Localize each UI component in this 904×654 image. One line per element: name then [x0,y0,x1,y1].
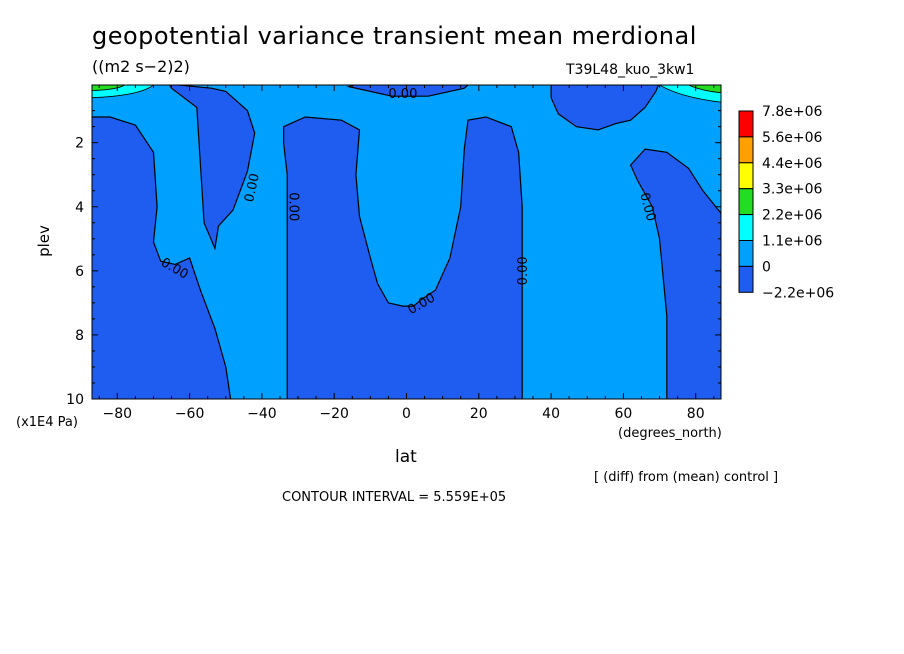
contour-interval: CONTOUR INTERVAL = 5.559E+05 [282,490,507,505]
y-tick-label: 6 [75,264,84,280]
colorbar-swatch [738,188,754,216]
x-tick-label: 20 [470,406,488,422]
colorbar-label: 7.8e+06 [762,104,823,120]
contour-label: 0.00 [285,192,300,221]
contour-label: 0.00 [388,87,417,102]
x-tick-label: 40 [542,406,560,422]
chart-title: geopotential variance transient mean mer… [92,22,697,50]
colorbar-label: 2.2e+06 [762,208,823,224]
contour-fill-group: 0.000.000.000.000.000.000.00 [92,85,721,399]
y-tick-label: 10 [66,392,84,408]
y-tick-label: 4 [75,200,84,216]
contour-label: 0.00 [242,172,263,203]
colorbar-swatch [738,265,754,293]
y-tick-label: 8 [75,328,84,344]
y-tick-label: 2 [75,136,84,152]
contour-label: 0.00 [636,191,658,223]
negative-region-sh-mid [169,85,256,251]
colorbar-swatch [738,136,754,164]
chart-units: ((m2 s−2)2) [92,57,190,76]
x-tick-label: 60 [614,406,632,422]
colorbar-swatch [738,240,754,267]
colorbar-label: 5.6e+06 [762,130,823,146]
y-axis-unit: (x1E4 Pa) [16,415,78,430]
colorbar-swatch [738,214,754,242]
colorbar-label: −2.2e+06 [762,285,834,301]
x-tick-label: 80 [687,406,705,422]
x-tick-label: −20 [319,406,349,422]
negative-region-top-equator [346,85,469,97]
x-tick-label: −60 [175,406,205,422]
colorbar-label: 4.4e+06 [762,156,823,172]
colorbar-swatch [738,162,754,190]
contour-label: 0.00 [516,256,531,285]
negative-region-nh-upper [550,85,659,131]
diff-note: [ (diff) from (mean) control ] [594,470,779,485]
x-tick-label: −80 [103,406,133,422]
x-tick-label: 0 [402,406,411,422]
colorbar-label: 1.1e+06 [762,234,823,250]
negative-region-sh-polar [92,116,232,399]
x-axis-label: lat [395,447,417,467]
colorbar-label: 3.3e+06 [762,182,823,198]
negative-region-subtropics [283,116,523,399]
x-axis-unit: (degrees_north) [618,426,722,441]
run-id: T39L48_kuo_3kw1 [566,62,695,78]
x-tick-label: −40 [247,406,277,422]
colorbar-swatch [738,110,754,138]
colorbar-label: 0 [762,259,771,275]
positive-core-nh-top [688,85,721,94]
negative-region-nh-polar [629,148,721,399]
